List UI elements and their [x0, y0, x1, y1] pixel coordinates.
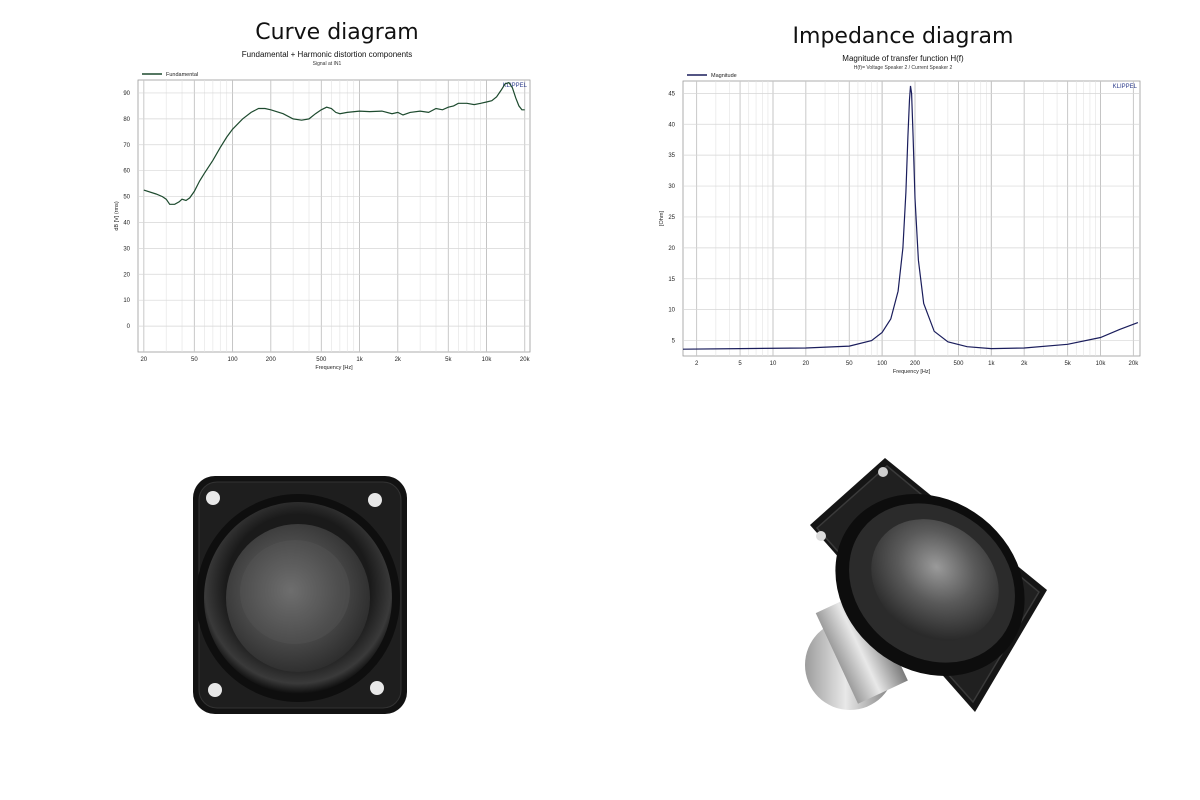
- y-axis-label: [Ohm]: [659, 211, 665, 226]
- y-tick-label: 35: [668, 153, 675, 159]
- x-tick-label: 200: [266, 357, 277, 363]
- y-tick-label: 10: [668, 308, 675, 314]
- y-tick-label: 15: [668, 277, 675, 283]
- y-tick-label: 50: [123, 195, 130, 201]
- x-tick-label: 20k: [520, 357, 531, 363]
- y-tick-label: 30: [668, 184, 675, 190]
- x-tick-label: 500: [316, 357, 327, 363]
- x-tick-label: 50: [846, 361, 853, 367]
- x-axis-label: Frequency [Hz]: [315, 365, 353, 371]
- klippel-watermark: KLIPPEL: [503, 83, 528, 89]
- x-tick-label: 2k: [395, 357, 402, 363]
- plot-frame: [137, 79, 531, 353]
- x-tick-label: 10k: [1096, 361, 1107, 367]
- x-tick-label: 10k: [482, 357, 493, 363]
- y-tick-label: 5: [672, 339, 676, 345]
- x-tick-label: 2: [695, 361, 699, 367]
- x-tick-label: 20: [140, 357, 147, 363]
- y-tick-label: 60: [123, 169, 130, 175]
- y-tick-label: 45: [668, 91, 675, 97]
- series-line: [143, 81, 525, 205]
- y-tick-label: 70: [123, 143, 130, 149]
- legend-label: Magnitude: [711, 73, 737, 79]
- x-tick-label: 1k: [988, 361, 995, 367]
- curve-diagram-heading: Curve diagram: [255, 20, 419, 45]
- x-tick-label: 2k: [1021, 361, 1028, 367]
- y-tick-label: 20: [668, 246, 675, 252]
- frequency-response-chart: 20 50 100 200 500 1k 2k 5k 10k 20k 0 10 20 30 40 50 60 70…: [114, 72, 531, 371]
- x-tick-label: 20k: [1129, 361, 1140, 367]
- impedance-diagram-heading: Impedance diagram: [792, 24, 1014, 49]
- speaker-front-photo: [193, 476, 407, 714]
- x-tick-label: 500: [953, 361, 964, 367]
- y-tick-label: 40: [668, 122, 675, 128]
- x-tick-label: 5k: [445, 357, 452, 363]
- x-tick-label: 10: [770, 361, 777, 367]
- legend-label: Fundamental: [166, 72, 198, 78]
- y-tick-label: 25: [668, 215, 675, 221]
- x-tick-label: 200: [910, 361, 921, 367]
- y-tick-label: 30: [123, 246, 130, 252]
- chart-1-subtitle: Signal at IN1: [312, 61, 342, 67]
- y-tick-label: 80: [123, 117, 130, 123]
- plot-frame: [682, 80, 1141, 357]
- x-tick-label: 5k: [1064, 361, 1071, 367]
- klippel-watermark: KLIPPEL: [1113, 84, 1138, 90]
- series-line: [682, 85, 1139, 350]
- x-tick-label: 5: [738, 361, 742, 367]
- speaker-angled-photo: [805, 458, 1047, 712]
- y-tick-label: 20: [123, 272, 130, 278]
- x-tick-label: 20: [802, 361, 809, 367]
- x-tick-label: 100: [877, 361, 888, 367]
- y-tick-label: 0: [127, 324, 131, 330]
- chart-2-title: Magnitude of transfer function H(f): [842, 54, 964, 63]
- x-axis-label: Frequency [Hz]: [893, 369, 931, 375]
- chart-1-title: Fundamental + Harmonic distortion compon…: [241, 50, 413, 59]
- x-tick-label: 100: [228, 357, 239, 363]
- chart-2-subtitle: H(f)= Voltage Speaker 2 / Current Speake…: [853, 65, 953, 71]
- x-tick-label: 50: [191, 357, 198, 363]
- y-tick-label: 10: [123, 298, 130, 304]
- y-tick-label: 90: [123, 91, 130, 97]
- y-axis-label: dB [V] (rms): [114, 201, 120, 231]
- x-tick-label: 1k: [356, 357, 363, 363]
- y-tick-label: 40: [123, 220, 130, 226]
- impedance-chart: 2 5 10 20 50 100 200 500 1k 2k 5k 10k 20k51015202530…: [659, 73, 1141, 375]
